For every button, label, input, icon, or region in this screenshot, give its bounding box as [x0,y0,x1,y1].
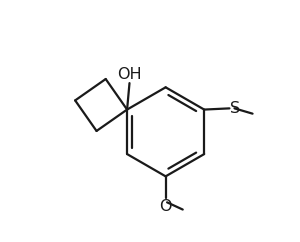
Text: O: O [159,199,172,214]
Text: OH: OH [117,67,142,82]
Text: S: S [230,101,241,116]
